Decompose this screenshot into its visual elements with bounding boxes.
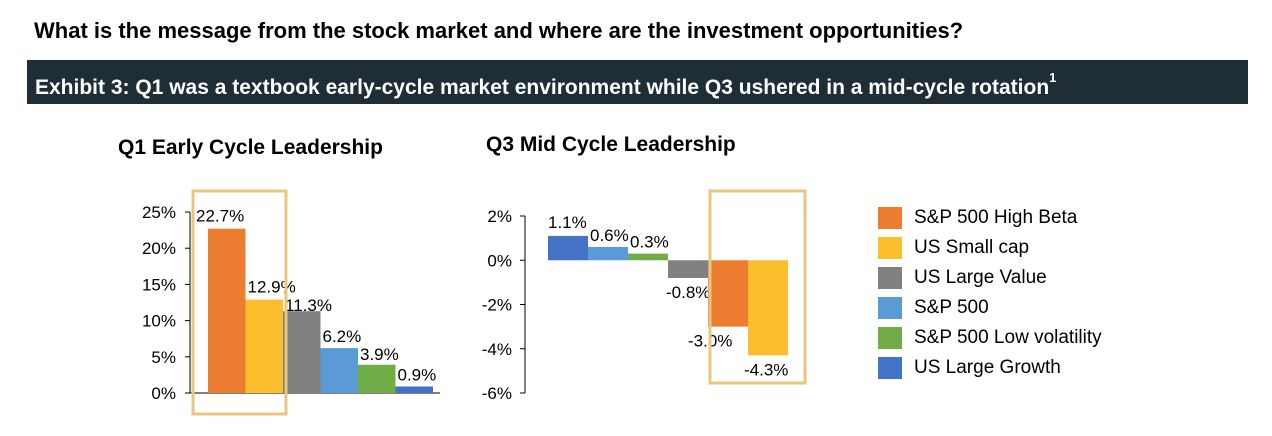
exhibit-banner: Exhibit 3: Q1 was a textbook early-cycle… bbox=[27, 60, 1248, 104]
legend-item: S&P 500 bbox=[878, 293, 1102, 323]
data-label: 0.3% bbox=[630, 233, 669, 252]
data-label: 3.9% bbox=[360, 345, 399, 364]
legend-item: US Large Growth bbox=[878, 353, 1102, 383]
data-label: 6.2% bbox=[323, 327, 362, 346]
bar-us-small-cap bbox=[245, 299, 283, 393]
legend-item: US Small cap bbox=[878, 233, 1102, 263]
bar-s-p-500-low-volatility bbox=[628, 253, 668, 261]
y-tick-label: 10% bbox=[142, 312, 176, 331]
y-tick-label: 20% bbox=[142, 239, 176, 258]
y-tick-label: 25% bbox=[142, 203, 176, 222]
data-label: 12.9% bbox=[248, 278, 296, 297]
data-label: 0.9% bbox=[398, 365, 437, 384]
y-tick-label: -4% bbox=[482, 340, 512, 359]
legend-label: S&P 500 Low volatility bbox=[914, 327, 1102, 348]
bar-us-large-growth bbox=[548, 235, 588, 261]
legend: S&P 500 High Beta US Small cap US Large Va… bbox=[878, 203, 1102, 383]
y-tick-label: 0% bbox=[487, 251, 512, 270]
data-label: 0.6% bbox=[590, 226, 629, 245]
data-label: -0.8% bbox=[666, 283, 710, 302]
y-tick-label: 5% bbox=[151, 348, 176, 367]
legend-label: US Small cap bbox=[914, 237, 1030, 258]
legend-swatch bbox=[878, 357, 902, 379]
q1-chart-title: Q1 Early Cycle Leadership bbox=[118, 136, 383, 159]
y-tick-label: -6% bbox=[482, 384, 512, 403]
highlight-box bbox=[708, 189, 807, 385]
legend-swatch bbox=[878, 237, 902, 259]
data-label: 22.7% bbox=[196, 207, 244, 226]
bar-s-p-500-high-beta bbox=[208, 228, 246, 393]
bar-us-large-value bbox=[283, 311, 321, 393]
legend-swatch bbox=[878, 297, 902, 319]
data-label: 11.3% bbox=[285, 296, 332, 315]
bar-s-p-500 bbox=[588, 246, 628, 261]
legend-label: US Large Value bbox=[914, 267, 1047, 288]
bar-s-p-500-high-beta bbox=[708, 260, 748, 327]
data-label: -4.3% bbox=[744, 360, 788, 379]
legend-swatch bbox=[878, 267, 902, 289]
bar-us-small-cap bbox=[748, 260, 788, 356]
q3-chart-title: Q3 Mid Cycle Leadership bbox=[486, 133, 736, 156]
banner-footnote: 1 bbox=[1049, 70, 1057, 85]
bar-s-p-500 bbox=[320, 348, 358, 393]
legend-label: S&P 500 bbox=[914, 297, 989, 318]
legend-item: S&P 500 High Beta bbox=[878, 203, 1102, 233]
legend-item: S&P 500 Low volatility bbox=[878, 323, 1102, 353]
y-tick-label: 15% bbox=[142, 275, 176, 294]
y-tick-label: 2% bbox=[487, 207, 512, 226]
y-tick-label: -2% bbox=[482, 296, 512, 315]
bar-s-p-500-low-volatility bbox=[358, 364, 396, 393]
headline: What is the message from the stock marke… bbox=[34, 18, 964, 43]
legend-label: S&P 500 High Beta bbox=[914, 207, 1078, 228]
bar-us-large-value bbox=[668, 260, 708, 278]
y-tick-label: 0% bbox=[151, 384, 176, 403]
data-label: 1.1% bbox=[548, 213, 587, 232]
legend-swatch bbox=[878, 327, 902, 349]
legend-label: US Large Growth bbox=[914, 357, 1061, 378]
legend-item: US Large Value bbox=[878, 263, 1102, 293]
banner-text: Exhibit 3: Q1 was a textbook early-cycle… bbox=[35, 76, 1050, 99]
bar-us-large-growth bbox=[395, 386, 433, 393]
legend-swatch bbox=[878, 207, 902, 229]
highlight-box bbox=[191, 189, 288, 416]
